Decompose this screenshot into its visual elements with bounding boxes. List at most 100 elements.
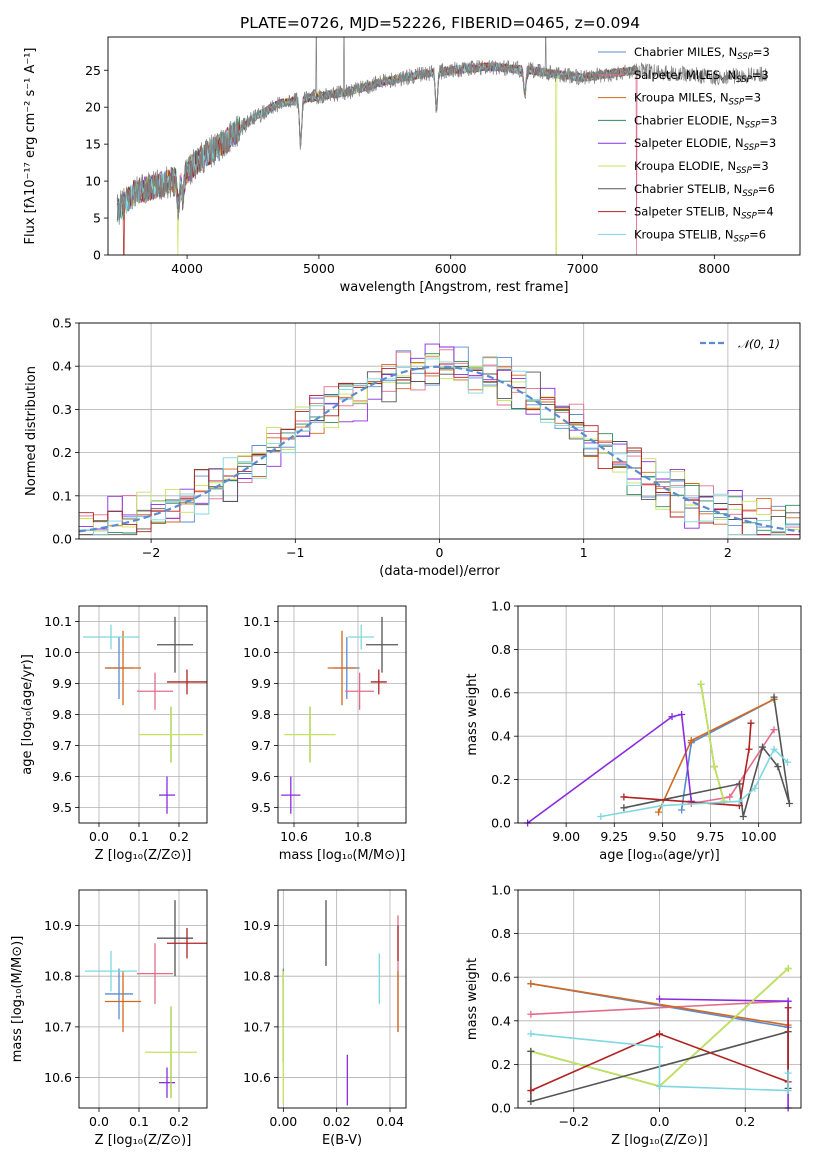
- y-tick-label: 10.6: [243, 1070, 271, 1085]
- x-tick-label: 4000: [171, 261, 203, 276]
- errorbar-point: [105, 971, 141, 1032]
- x-tick-label: 0.1: [129, 1114, 149, 1129]
- y-tick-label: 10.8: [44, 969, 72, 984]
- weight-point-marker: [747, 719, 755, 727]
- x-axis-label: Z [log₁₀(Z/Z⊙)]: [95, 1133, 192, 1148]
- y-tick-label: 25: [85, 63, 101, 78]
- x-axis-label: age [log₁₀(age/yr)]: [599, 848, 720, 863]
- x-tick-label: 9.50: [648, 829, 676, 844]
- weight-point-marker: [726, 793, 734, 801]
- legend-label: Chabrier ELODIE, N: [634, 113, 745, 127]
- weight-point-marker: [784, 1069, 792, 1077]
- legend-entry: Salpeter ELODIE, NSSP=3: [634, 136, 776, 153]
- legend-entry: Chabrier STELIB, NSSP=6: [634, 182, 775, 199]
- x-tick-label: 0.04: [376, 1114, 404, 1129]
- y-tick-label: 9.8: [251, 707, 271, 722]
- weight-point-marker: [656, 1030, 663, 1038]
- y-tick-label: 15: [85, 137, 101, 152]
- y-tick-label: 0.2: [52, 445, 72, 460]
- x-tick-label: 0.2: [735, 1114, 755, 1129]
- y-tick-label: 9.7: [52, 738, 72, 753]
- weight-point-marker: [527, 1010, 535, 1018]
- axes-frame: [277, 605, 407, 824]
- x-tick-label: 0.02: [323, 1114, 351, 1129]
- weight-point-marker: [739, 812, 747, 820]
- legend-suffix: =6: [758, 182, 775, 196]
- errorbar-point: [167, 928, 207, 959]
- errorbar-point: [284, 706, 336, 763]
- errorbar-point: [145, 1006, 197, 1098]
- y-tick-label: 0.1: [52, 488, 72, 503]
- weight-series-line: [527, 713, 693, 823]
- histogram-series: [79, 363, 800, 536]
- weight-point-marker: [527, 1087, 535, 1095]
- y-tick-label: 1.0: [491, 599, 511, 614]
- y-tick-label: 9.8: [52, 707, 72, 722]
- y-tick-label: 10.6: [44, 1070, 72, 1085]
- x-axis-label: (data-model)/error: [379, 564, 500, 579]
- y-tick-label: 5: [93, 211, 101, 226]
- y-tick-label: 0: [93, 248, 101, 263]
- errorbar-point: [105, 630, 141, 706]
- y-tick-label: 0.0: [491, 1101, 511, 1116]
- y-tick-label: 0.6: [491, 970, 511, 985]
- errorbar-point: [167, 669, 207, 695]
- legend-entry: Kroupa MILES, NSSP=3: [634, 91, 761, 108]
- errorbar-point: [281, 776, 301, 814]
- x-tick-label: 0.0: [89, 829, 109, 844]
- weight-series-line: [700, 683, 725, 802]
- legend-label: Kroupa ELODIE, N: [634, 159, 736, 173]
- y-tick-label: 9.9: [251, 676, 271, 691]
- y-tick-label: 10.0: [243, 645, 271, 660]
- weight-point-marker: [656, 1082, 663, 1090]
- x-tick-label: 9.00: [552, 829, 580, 844]
- normal-curve: [79, 365, 800, 533]
- errorbar-point: [105, 968, 133, 1020]
- legend-subscript: SSP: [729, 98, 745, 108]
- y-tick-label: 10.7: [243, 1019, 271, 1034]
- weight-point-marker: [678, 806, 686, 814]
- weight-point-marker: [656, 995, 663, 1003]
- axes-frame: [78, 322, 801, 540]
- model-spectrum-line: [116, 62, 638, 255]
- y-axis-label: age [log₁₀(age/yr)]: [20, 654, 35, 775]
- legend-suffix: =3: [760, 113, 777, 127]
- weight-point-marker: [656, 1043, 663, 1051]
- y-tick-label: 10.9: [44, 918, 72, 933]
- y-tick-label: 0.2: [491, 772, 511, 787]
- y-tick-label: 0.8: [491, 926, 511, 941]
- y-tick-label: 10.8: [243, 969, 271, 984]
- legend-label: Salpeter STELIB, N: [634, 205, 741, 219]
- weight-series-line: [530, 1007, 789, 1092]
- x-tick-label: 2: [724, 545, 732, 560]
- errorbar-point: [159, 776, 175, 814]
- legend-suffix: =3: [752, 159, 769, 173]
- weight-point-marker: [658, 802, 666, 810]
- weight-series-line: [530, 1000, 789, 1016]
- y-tick-label: 9.5: [52, 800, 72, 815]
- legend-subscript: SSP: [736, 166, 752, 176]
- errorbar-point: [139, 706, 203, 763]
- errorbar-point: [327, 630, 357, 706]
- x-tick-label: 10.6: [280, 829, 308, 844]
- weight-point-marker: [770, 726, 778, 734]
- y-tick-label: 0.4: [491, 729, 511, 744]
- y-tick-label: 0.6: [491, 685, 511, 700]
- histogram-series: [79, 356, 800, 536]
- legend-subscript: SSP: [744, 143, 760, 153]
- weight-point-marker: [784, 997, 792, 1005]
- axes-frame: [107, 36, 801, 256]
- weight-point-marker: [527, 1047, 535, 1055]
- x-axis-label: mass [log₁₀(M/M⊙)]: [279, 848, 406, 863]
- legend-entry: Salpeter STELIB, NSSP=4: [634, 205, 774, 222]
- legend-subscript: SSP: [745, 120, 761, 130]
- legend-suffix: =4: [757, 205, 774, 219]
- x-tick-label: −0.2: [559, 1114, 589, 1129]
- y-tick-label: 10.0: [44, 645, 72, 660]
- y-axis-label: mass [log₁₀(M/M⊙)]: [10, 936, 25, 1063]
- y-tick-label: 0.4: [52, 359, 72, 374]
- y-tick-label: 20: [85, 100, 101, 115]
- legend-suffix: =3: [753, 45, 770, 59]
- x-tick-label: 7000: [567, 261, 599, 276]
